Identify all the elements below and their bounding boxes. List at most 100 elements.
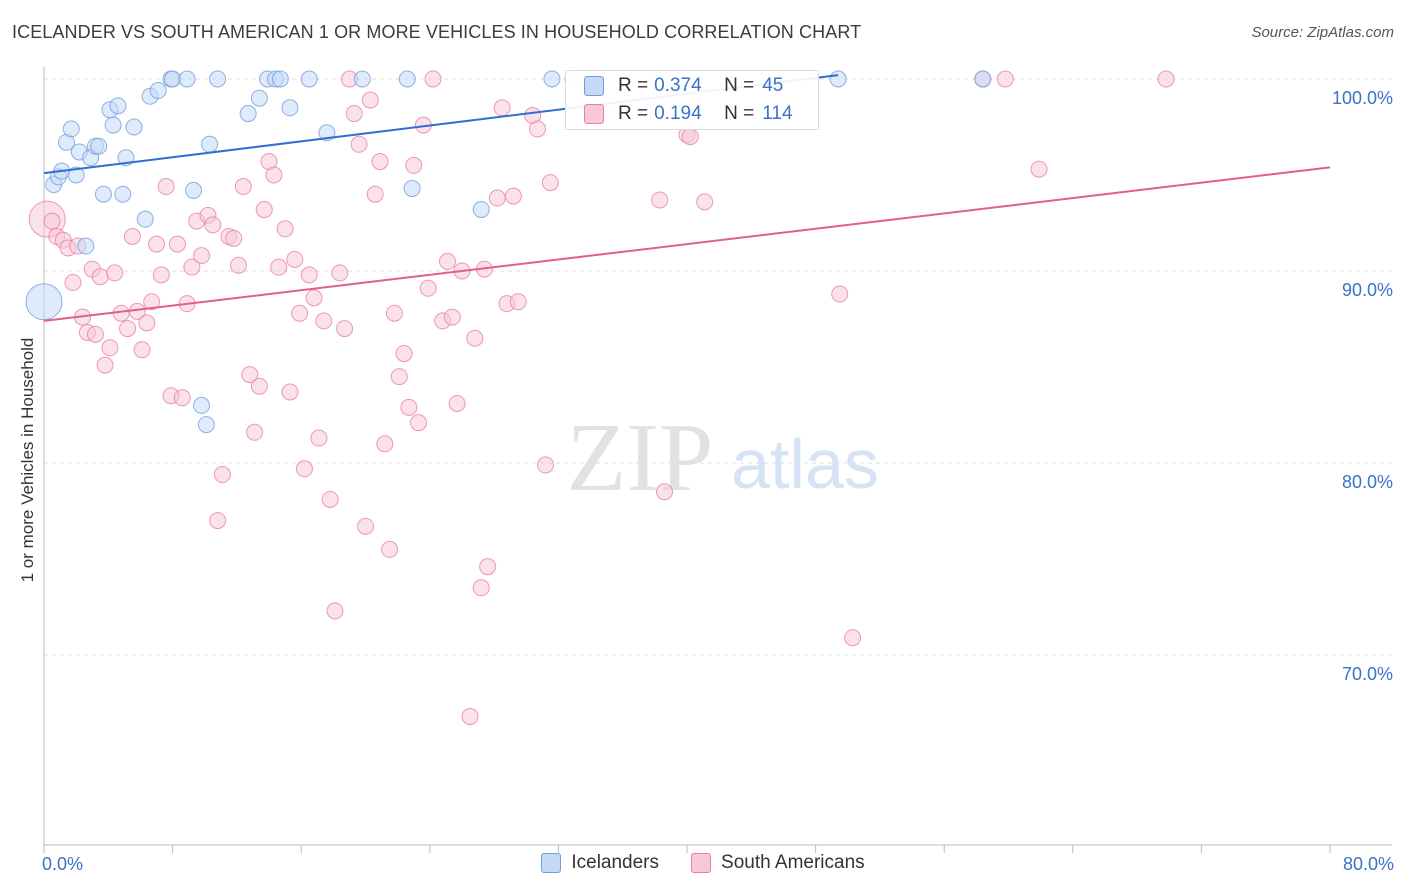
south-american-point [844, 629, 862, 647]
south-american-point [64, 274, 82, 292]
south-american-point [213, 466, 231, 484]
south-american-point [119, 320, 137, 338]
legend-swatch-south-americans [691, 853, 712, 873]
icelanders-points [25, 70, 992, 434]
icelander-point [197, 416, 215, 434]
south-american-point [270, 258, 288, 276]
south-american-point [448, 394, 466, 412]
south-american-point [143, 293, 161, 311]
y-tick-label: 70.0% [1342, 664, 1393, 684]
icelander-point [209, 70, 227, 88]
south-american-point [537, 456, 555, 474]
south-american-point [91, 268, 109, 286]
south-american-point [321, 490, 339, 508]
legend-r-value: 0.374 [654, 75, 702, 96]
south-american-point [86, 325, 104, 343]
south-american-point [152, 266, 170, 284]
legend-item-south-americans[interactable]: South Americans [691, 852, 865, 874]
legend-r-value: 0.194 [654, 103, 702, 124]
legend-row-icelanders: R = 0.374 N = 45 [584, 73, 783, 99]
south-american-point [541, 174, 559, 192]
south-american-point [424, 70, 442, 88]
south-american-point [345, 105, 363, 123]
south-american-point [493, 99, 511, 117]
legend-n-value: 114 [762, 103, 793, 124]
watermark-atlas: atlas [731, 425, 879, 503]
south-american-point [300, 266, 318, 284]
south-american-point [488, 189, 506, 207]
icelander-point [25, 283, 63, 321]
south-american-point [336, 320, 354, 338]
south-american-point [255, 201, 273, 219]
icelander-point [77, 237, 95, 255]
watermark-zip: ZIP [567, 404, 714, 512]
icelander-point [403, 179, 421, 197]
south-american-point [281, 383, 299, 401]
legend-swatch-icelanders [541, 853, 562, 873]
x-tick-label: 80.0% [1343, 854, 1394, 874]
south-american-point [315, 312, 333, 330]
legend-label-south-americans: South Americans [721, 852, 865, 873]
y-tick-label: 90.0% [1342, 280, 1393, 300]
south-american-point [241, 366, 259, 384]
south-american-point [246, 423, 264, 441]
south-american-point [509, 293, 527, 311]
south-american-point [101, 339, 119, 357]
icelander-point [829, 70, 847, 88]
icelander-point [974, 70, 992, 88]
icelander-point [149, 82, 167, 100]
x-tick-label: 0.0% [42, 854, 83, 874]
icelander-point [178, 70, 196, 88]
south-american-point [234, 178, 252, 196]
icelander-point [353, 70, 371, 88]
icelander-point [398, 70, 416, 88]
icelander-point [90, 137, 108, 155]
icelander-point [114, 185, 132, 203]
legend-label-icelanders: Icelanders [571, 852, 660, 873]
south-american-point [410, 414, 428, 432]
south-american-point [376, 435, 394, 453]
south-american-point [230, 256, 248, 274]
south-american-point [472, 579, 490, 597]
chart-title: ICELANDER VS SOUTH AMERICAN 1 OR MORE VE… [12, 22, 862, 42]
south-american-point [148, 235, 166, 253]
legend-n-value: 45 [762, 75, 784, 96]
south-american-point [168, 235, 186, 253]
icelander-point [193, 396, 211, 414]
icelander-point [164, 70, 182, 88]
icelander-point [543, 70, 561, 88]
south-american-point [357, 517, 374, 535]
south-american-point [331, 264, 349, 282]
south-american-point [310, 429, 328, 447]
south-american-point [157, 178, 175, 196]
south-american-point [193, 247, 211, 265]
south-american-point [286, 250, 304, 268]
south-american-point [371, 153, 389, 171]
south-american-point [395, 345, 413, 363]
icelander-point [239, 105, 257, 123]
south-american-point [350, 135, 368, 153]
south-american-point [138, 314, 156, 332]
south-american-point [295, 460, 313, 478]
icelander-point [281, 99, 299, 117]
south-american-point [133, 341, 151, 359]
south-american-point [681, 128, 699, 146]
south-americans-trend-line [43, 166, 1331, 322]
south-american-point [443, 308, 461, 326]
legend-r-label: R = [618, 103, 649, 124]
south-american-point [1157, 70, 1175, 88]
south-american-point [504, 187, 522, 205]
south-american-point [419, 279, 437, 297]
icelander-point [94, 185, 112, 203]
south-american-point [326, 602, 344, 620]
axes [43, 67, 1392, 853]
south-american-point [173, 389, 191, 407]
south-american-point [385, 304, 403, 322]
south-american-point [361, 91, 379, 109]
south-american-point [479, 558, 497, 576]
south-american-point [461, 707, 479, 725]
icelander-point [201, 135, 219, 153]
y-tick-label: 100.0% [1332, 88, 1393, 108]
legend-item-icelanders[interactable]: Icelanders [541, 852, 659, 874]
